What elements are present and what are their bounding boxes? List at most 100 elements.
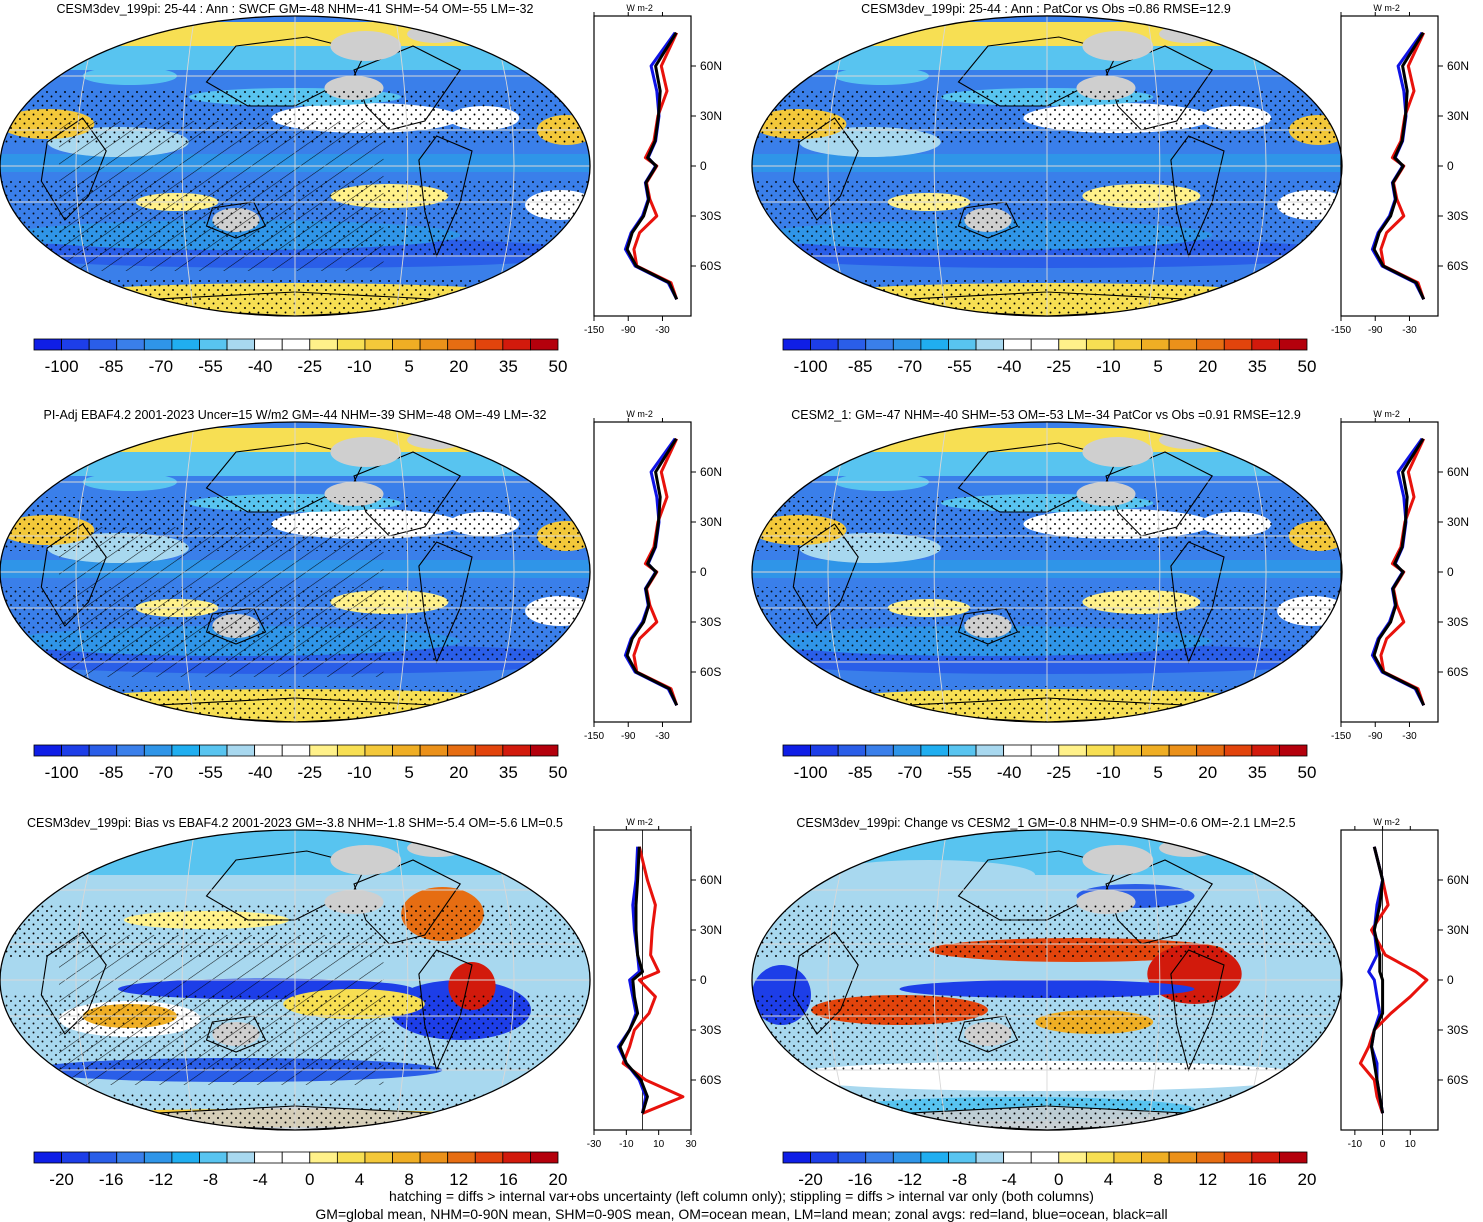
colorbar-swatch xyxy=(226,744,256,757)
panel-title: CESM2_1: GM=-47 NHM=-40 SHM=-53 OM=-53 L… xyxy=(791,408,1301,422)
x-tick-label: -150 xyxy=(1331,731,1351,742)
colorbar-label: 35 xyxy=(499,357,518,376)
panel-title: CESM3dev_199pi: 25-44 : Ann : PatCor vs … xyxy=(861,2,1231,16)
panel-2: CESM3dev_199pi: 25-44 : Ann : PatCor vs … xyxy=(751,2,1469,376)
colorbar-label: -70 xyxy=(149,357,174,376)
colorbar-swatch xyxy=(530,338,559,351)
lat-tick-label: 60N xyxy=(1447,873,1469,887)
lat-tick-label: 60S xyxy=(700,1073,721,1087)
x-tick-label: -90 xyxy=(621,731,636,742)
colorbar-swatch xyxy=(336,338,366,351)
lat-tick-label: 30N xyxy=(700,923,722,937)
colorbar-swatch xyxy=(810,744,839,757)
colorbar-swatch xyxy=(892,338,922,351)
colorbar-label: -70 xyxy=(898,763,923,782)
graticule-line xyxy=(1146,421,1161,723)
colorbar-swatch xyxy=(309,1151,338,1164)
panel-1: CESM3dev_199pi: 25-44 : Ann : SWCF GM=-4… xyxy=(0,2,722,376)
colorbar-label: 12 xyxy=(1198,1170,1217,1189)
colorbar-swatch xyxy=(502,744,531,757)
colorbar-swatch xyxy=(1196,1151,1225,1164)
colorbar-swatch xyxy=(1113,1151,1142,1164)
colorbar-label: 5 xyxy=(1153,357,1162,376)
colorbar-swatch xyxy=(1030,338,1060,351)
colorbar-label: -100 xyxy=(794,357,828,376)
graticule-line xyxy=(181,422,196,722)
lat-tick-label: 30N xyxy=(700,109,722,123)
x-tick-label: -90 xyxy=(1368,325,1383,336)
colorbar-label: -25 xyxy=(298,763,323,782)
colorbar-swatch xyxy=(975,1151,1005,1164)
colorbar-swatch xyxy=(1003,744,1032,757)
colorbar-swatch xyxy=(309,744,338,757)
colorbar-label: -55 xyxy=(198,357,223,376)
colorbar-swatch xyxy=(88,338,118,351)
colorbar-swatch xyxy=(281,744,311,757)
lat-tick-label: 60N xyxy=(1447,59,1469,73)
colorbar-label: -10 xyxy=(347,763,372,782)
zonal-all-line xyxy=(625,31,679,300)
colorbar-swatch xyxy=(1279,744,1308,757)
profile-units: W m-2 xyxy=(1373,817,1400,827)
x-tick-label: -150 xyxy=(584,731,604,742)
colorbar-swatch xyxy=(254,338,283,351)
colorbar-swatch xyxy=(419,338,449,351)
lat-tick-label: 60N xyxy=(1447,465,1469,479)
colorbar-swatch xyxy=(474,338,504,351)
graticule-line xyxy=(933,829,948,1131)
map-border xyxy=(751,15,1343,317)
colorbar-swatch xyxy=(837,744,867,757)
zonal-profile: W m-2 60N 30N 0 30S 60S -30 -10 10 30 xyxy=(587,817,722,1150)
zonal-profile: W m-2 60N 30N 0 30S 60S -150 -90 -30 xyxy=(584,3,722,336)
colorbar-swatch xyxy=(1223,338,1253,351)
colorbar-label: 35 xyxy=(1248,763,1267,782)
x-tick-label: -90 xyxy=(621,325,636,336)
colorbar-swatch xyxy=(88,1151,118,1164)
colorbar-label: -85 xyxy=(99,357,124,376)
land-mask xyxy=(1082,437,1154,467)
graticule-line xyxy=(181,830,196,1130)
colorbar-label: 35 xyxy=(1248,357,1267,376)
colorbar-swatch xyxy=(1279,1151,1308,1164)
panel-6: CESM3dev_199pi: Change vs CESM2_1 GM=-0.… xyxy=(751,816,1469,1189)
colorbar-label: -40 xyxy=(248,763,273,782)
lat-tick-label: 60N xyxy=(700,873,722,887)
panel-3: PI-Adj EBAF4.2 2001-2023 Uncer=15 W/m2 G… xyxy=(0,408,722,782)
colorbar-swatch xyxy=(920,1151,949,1164)
colorbar-swatch xyxy=(1030,744,1060,757)
colorbar-swatch xyxy=(1196,338,1225,351)
colorbar-swatch xyxy=(336,1151,366,1164)
lat-tick-label: 60S xyxy=(700,665,721,679)
panel-title: PI-Adj EBAF4.2 2001-2023 Uncer=15 W/m2 G… xyxy=(44,408,547,422)
colorbar-label: -55 xyxy=(947,357,972,376)
colorbar-label: 35 xyxy=(499,763,518,782)
colorbar-swatch xyxy=(1085,744,1115,757)
land-mask xyxy=(1082,31,1154,61)
graticule-line xyxy=(933,421,948,723)
graticule-line xyxy=(394,16,409,316)
colorbar-label: 20 xyxy=(549,1170,568,1189)
colorbar-label: -8 xyxy=(952,1170,967,1189)
footer-hatching-note: hatching = diffs > internal var+obs unce… xyxy=(389,1188,1094,1204)
lat-tick-label: 30N xyxy=(1447,515,1469,529)
colorbar-label: 20 xyxy=(1198,763,1217,782)
lat-tick-label: 30N xyxy=(700,515,722,529)
land-mask xyxy=(330,845,402,875)
colorbar-label: 5 xyxy=(1153,763,1162,782)
colorbar-label: -10 xyxy=(347,357,372,376)
colorbar-swatch xyxy=(364,1151,393,1164)
panel-4: CESM2_1: GM=-47 NHM=-40 SHM=-53 OM=-53 L… xyxy=(751,408,1469,782)
colorbar-swatch xyxy=(1141,338,1170,351)
colorbar-swatch xyxy=(226,338,256,351)
lat-tick-label: 60N xyxy=(700,59,722,73)
x-tick-label: -150 xyxy=(584,325,604,336)
panel-5: CESM3dev_199pi: Bias vs EBAF4.2 2001-202… xyxy=(0,816,722,1189)
colorbar-swatch xyxy=(975,338,1005,351)
colorbar-swatch xyxy=(1058,338,1087,351)
colorbar-label: -16 xyxy=(848,1170,873,1189)
colorbar-swatch xyxy=(810,338,839,351)
colorbar-swatch xyxy=(474,744,504,757)
zonal-profile: W m-2 60N 30N 0 30S 60S -10 0 10 xyxy=(1340,817,1469,1150)
colorbar-label: 50 xyxy=(549,763,568,782)
